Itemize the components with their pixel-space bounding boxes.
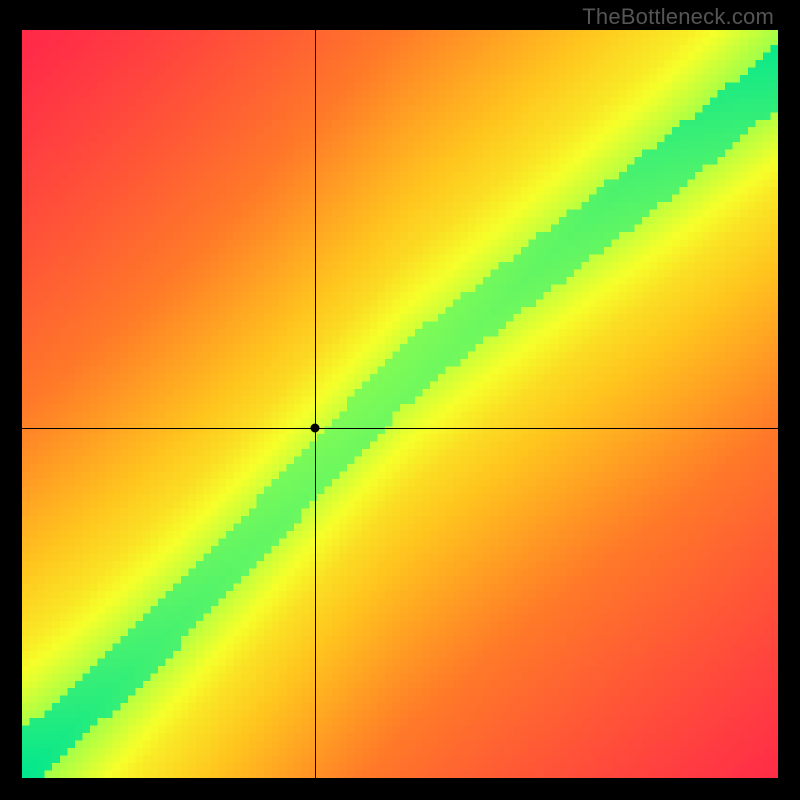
heatmap-plot (22, 30, 778, 778)
crosshair-vertical (315, 30, 316, 778)
watermark-text: TheBottleneck.com (582, 4, 774, 30)
crosshair-horizontal (22, 428, 778, 429)
chart-container: TheBottleneck.com (0, 0, 800, 800)
heatmap-canvas (22, 30, 778, 778)
crosshair-marker-dot (311, 423, 320, 432)
